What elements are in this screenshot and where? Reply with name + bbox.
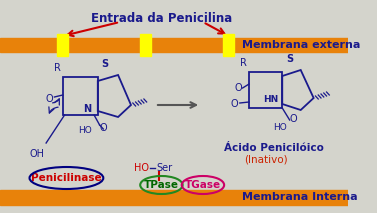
Text: N: N [84, 104, 92, 114]
Text: TPase: TPase [144, 180, 179, 190]
Text: Membrana Interna: Membrana Interna [242, 192, 357, 202]
Text: R: R [54, 63, 61, 73]
Bar [223, 34, 234, 56]
Text: HO: HO [274, 123, 287, 132]
Text: O: O [230, 99, 238, 109]
Text: Penicilinase: Penicilinase [31, 173, 102, 183]
Bar [249, 72, 282, 108]
Text: R: R [240, 58, 247, 68]
Text: O: O [46, 94, 54, 104]
Bar [57, 34, 68, 56]
Bar [0, 190, 348, 205]
Text: O: O [100, 123, 107, 133]
Text: HO: HO [78, 126, 92, 135]
Text: Entrada da Penicilina: Entrada da Penicilina [91, 12, 232, 24]
Text: TGase: TGase [185, 180, 221, 190]
Text: Ácido Penicilóico: Ácido Penicilóico [224, 143, 324, 153]
Text: O: O [290, 114, 297, 124]
Bar [0, 38, 348, 52]
Text: Membrana externa: Membrana externa [242, 40, 360, 50]
Text: HO: HO [135, 163, 149, 173]
Text: HN: HN [264, 95, 279, 105]
Bar [63, 77, 98, 115]
Text: (Inativo): (Inativo) [244, 155, 288, 165]
Text: OH: OH [29, 149, 44, 159]
Text: O: O [234, 83, 242, 93]
Text: S: S [286, 54, 293, 64]
Text: Ser: Ser [157, 163, 173, 173]
Bar [140, 34, 151, 56]
Text: S: S [101, 59, 109, 69]
